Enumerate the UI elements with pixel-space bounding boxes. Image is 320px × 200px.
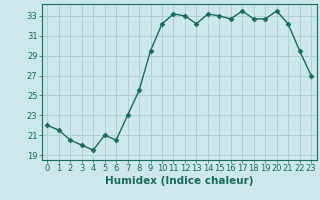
X-axis label: Humidex (Indice chaleur): Humidex (Indice chaleur) <box>105 176 253 186</box>
